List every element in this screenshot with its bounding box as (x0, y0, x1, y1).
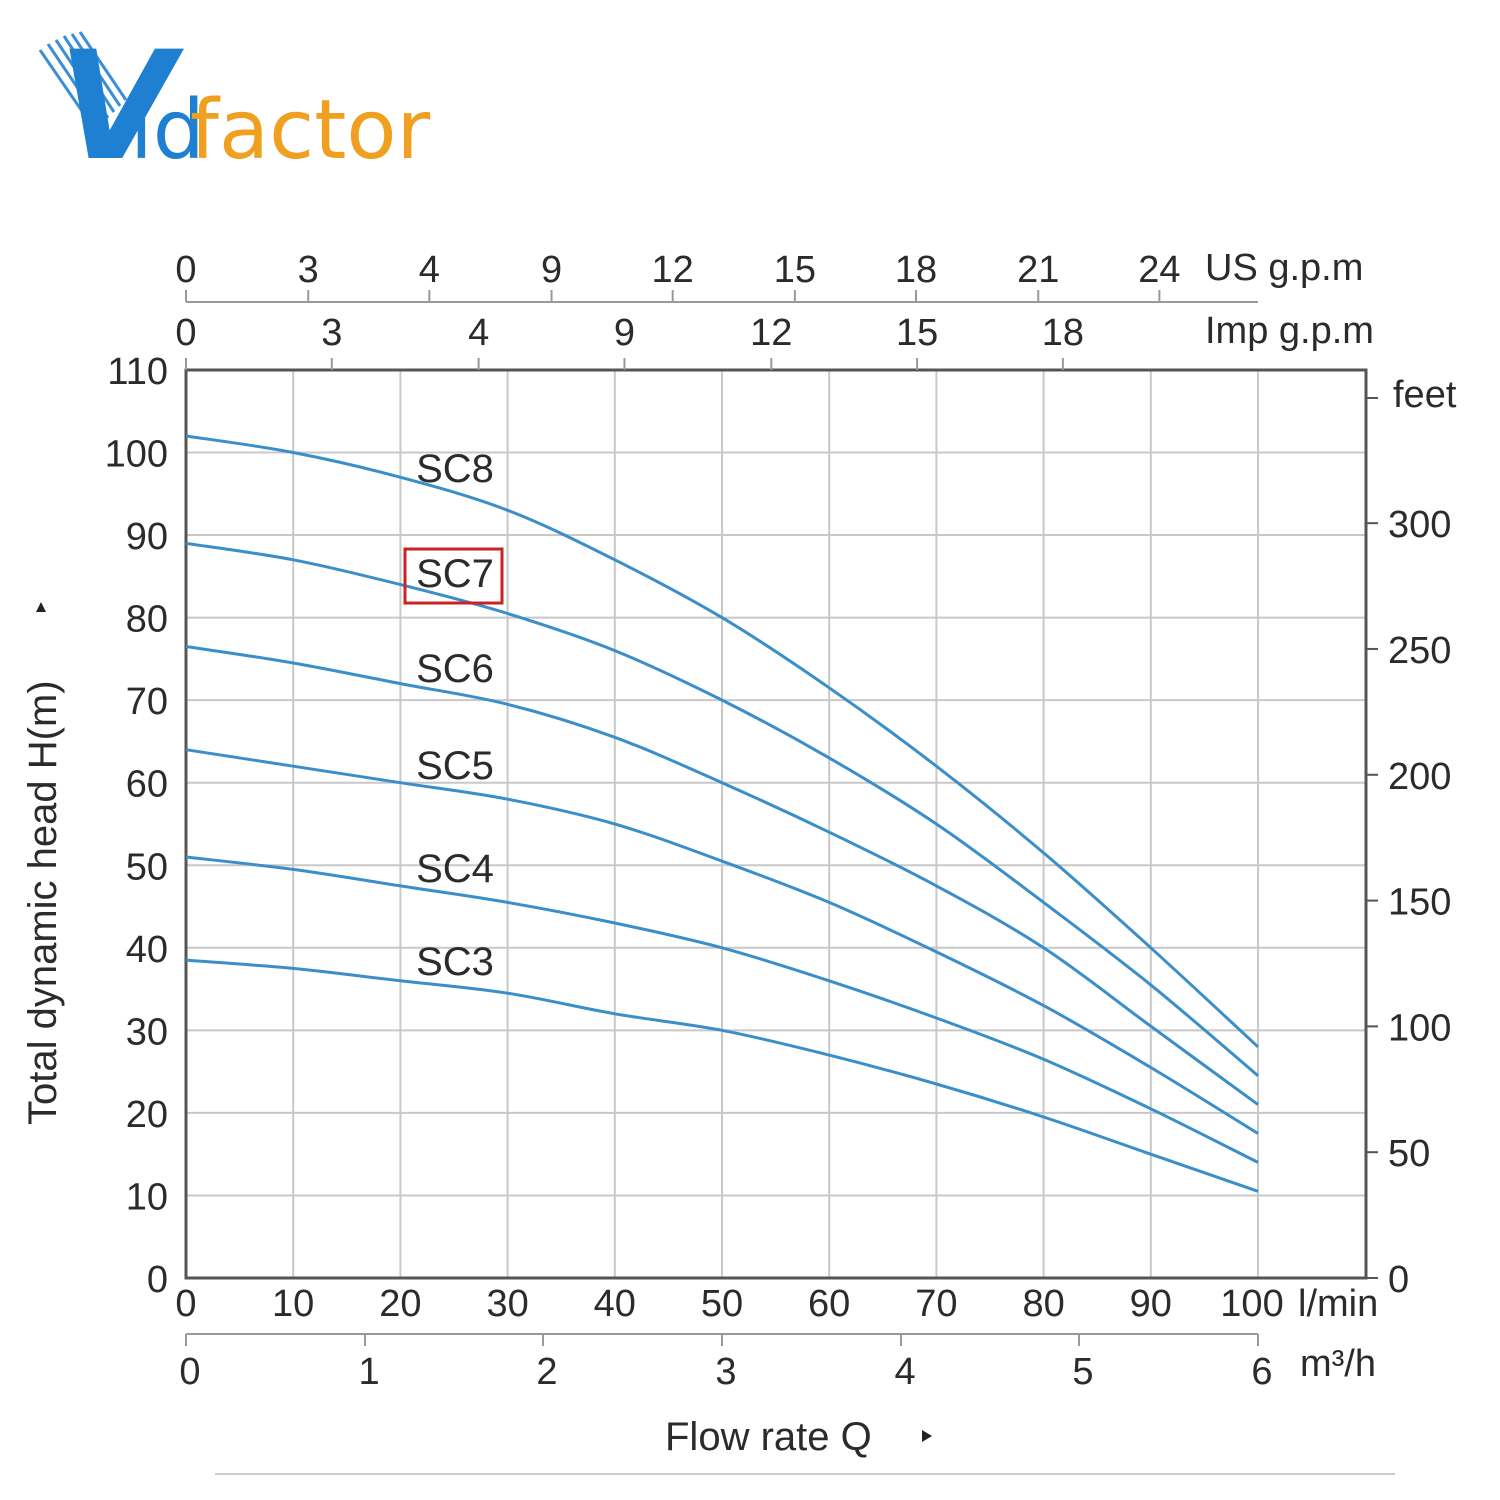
y-tick-label: 0 (147, 1259, 168, 1301)
m3h-tick-label: 1 (358, 1351, 379, 1393)
vidfactor-logo: V id factor (38, 20, 431, 194)
m3h-tick-label: 2 (536, 1351, 557, 1393)
m3h-tick-label: 3 (715, 1351, 736, 1393)
plot-border (184, 368, 1368, 1280)
imp-tick-label: 18 (1042, 312, 1084, 354)
us-gpm-axis: 0 3 4 9 12 15 18 21 24 US g.p.m (175, 247, 1363, 303)
us-tick-label: 9 (541, 249, 562, 291)
pump-curve-labels: SC8 SC7 SC6 SC5 SC4 SC3 (403, 447, 504, 984)
x-tick-label: 80 (1022, 1283, 1064, 1325)
x-tick-label: 90 (1130, 1283, 1172, 1325)
imp-tick-label: 4 (468, 312, 489, 354)
curve-sc3 (185, 958, 1259, 1193)
us-unit-label: US g.p.m (1205, 247, 1363, 289)
m3h-tick-label: 0 (179, 1351, 200, 1393)
curve-label-sc8: SC8 (416, 447, 494, 491)
y-axis-arrow-icon (36, 602, 46, 612)
y-axis-title: Total dynamic head H(m) (21, 680, 65, 1125)
flow-m3h-axis: 0 1 2 3 4 5 6 m³/h (179, 1333, 1376, 1393)
x-unit-label: l/min (1298, 1283, 1378, 1325)
imp-tick-label: 0 (175, 312, 196, 354)
feet-tick-label: 150 (1388, 882, 1451, 924)
feet-tick-label: 300 (1388, 504, 1451, 546)
x-tick-label: 50 (701, 1283, 743, 1325)
feet-tick-label: 200 (1388, 756, 1451, 798)
curve-label-sc3: SC3 (416, 940, 494, 984)
x-tick-label: 10 (272, 1283, 314, 1325)
imp-tick-label: 15 (896, 312, 938, 354)
us-tick-label: 18 (895, 249, 937, 291)
curve-sc4 (185, 855, 1259, 1164)
y-tick-label: 70 (126, 681, 168, 723)
logo-wing-icon (38, 31, 128, 131)
logo-letter-v: V (58, 20, 184, 194)
us-tick-label: 12 (652, 249, 694, 291)
x-tick-label: 0 (175, 1283, 196, 1325)
x-tick-label: 60 (808, 1283, 850, 1325)
flow-lmin-axis: 0 10 20 30 40 50 60 70 80 90 100 l/min (175, 1283, 1378, 1325)
y-tick-label: 30 (126, 1011, 168, 1053)
imp-tick-label: 3 (321, 312, 342, 354)
x-tick-label: 30 (486, 1283, 528, 1325)
us-tick-label: 24 (1138, 249, 1180, 291)
imp-gpm-axis: 0 3 4 9 12 15 18 Imp g.p.m (175, 310, 1374, 370)
head-meters-axis: 0 10 20 30 40 50 60 70 80 90 100 110 (105, 351, 168, 1301)
y-tick-label: 20 (126, 1094, 168, 1136)
us-tick-label: 15 (774, 249, 816, 291)
x-axis-arrow-icon (922, 1430, 932, 1442)
curve-label-sc5: SC5 (416, 744, 494, 788)
m3h-tick-label: 5 (1072, 1351, 1093, 1393)
y-tick-label: 10 (126, 1176, 168, 1218)
m3h-tick-label: 4 (894, 1351, 915, 1393)
feet-tick-label: 100 (1388, 1007, 1451, 1049)
curve-sc7 (185, 541, 1259, 1077)
x-tick-label: 20 (379, 1283, 421, 1325)
x-tick-label: 40 (594, 1283, 636, 1325)
chart-grid (186, 370, 1366, 1278)
x-tick-label: 100 (1220, 1283, 1283, 1325)
feet-unit-label: feet (1393, 374, 1457, 416)
y-tick-label: 50 (126, 846, 168, 888)
feet-axis: 0 50 100 150 200 250 300 feet (1366, 374, 1457, 1301)
feet-tick-label: 0 (1388, 1259, 1409, 1301)
curve-label-sc6: SC6 (416, 647, 494, 691)
m3h-tick-label: 6 (1251, 1351, 1272, 1393)
y-tick-label: 40 (126, 929, 168, 971)
us-tick-label: 21 (1017, 249, 1059, 291)
us-tick-label: 4 (419, 249, 440, 291)
m3h-unit-label: m³/h (1300, 1343, 1376, 1385)
curve-sc8 (185, 434, 1260, 1048)
imp-tick-label: 12 (750, 312, 792, 354)
curve-label-sc4: SC4 (416, 847, 494, 891)
y-tick-label: 60 (126, 764, 168, 806)
y-tick-label: 110 (107, 351, 168, 393)
pump-curves (185, 434, 1260, 1193)
curve-sc5 (185, 748, 1259, 1135)
feet-tick-label: 250 (1388, 630, 1451, 672)
feet-tick-label: 50 (1388, 1133, 1430, 1175)
logo-text-id: id (130, 83, 205, 178)
x-axis-title: Flow rate Q (665, 1415, 872, 1459)
curve-label-sc7: SC7 (416, 552, 494, 596)
highlight-box-sc7 (403, 547, 504, 605)
plot-frame (184, 368, 1368, 1280)
us-tick-label: 3 (298, 249, 319, 291)
y-tick-label: 100 (105, 434, 168, 476)
x-tick-label: 70 (915, 1283, 957, 1325)
us-tick-label: 0 (175, 249, 196, 291)
y-tick-label: 80 (126, 599, 168, 641)
logo-text-factor: factor (190, 83, 431, 178)
imp-unit-label: Imp g.p.m (1205, 310, 1374, 352)
imp-tick-label: 9 (614, 312, 635, 354)
y-tick-label: 90 (126, 516, 168, 558)
curve-sc6 (185, 645, 1259, 1106)
